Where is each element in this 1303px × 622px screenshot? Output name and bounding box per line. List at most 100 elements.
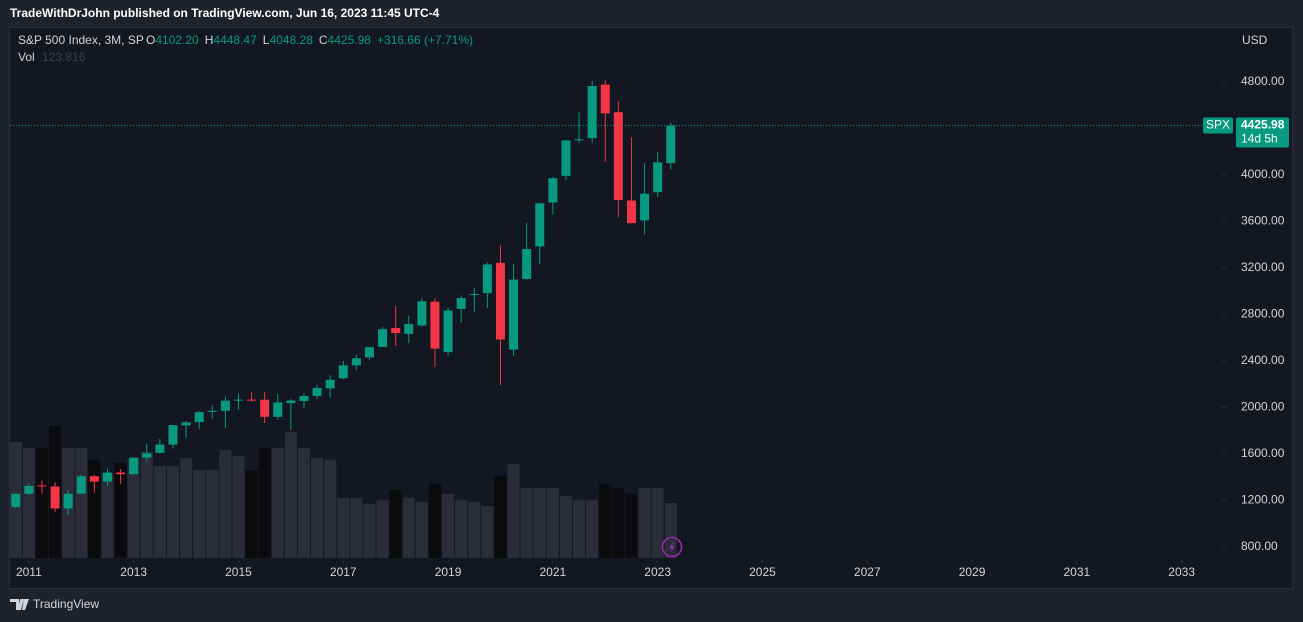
- volume-bar: [638, 487, 651, 558]
- volume-bar: [455, 499, 468, 558]
- volume-bar: [22, 447, 35, 558]
- candle-body: [548, 178, 558, 203]
- y-tick-label: 4800.00: [1241, 74, 1285, 88]
- candle-body: [37, 485, 47, 487]
- candle-body: [626, 200, 636, 224]
- volume-bar: [206, 470, 219, 558]
- candle-body: [194, 412, 204, 423]
- candle-body: [50, 486, 60, 509]
- y-tick-label: 1600.00: [1241, 446, 1285, 460]
- candle-body: [260, 399, 270, 417]
- volume-bar: [494, 475, 507, 558]
- candle-body: [89, 476, 99, 482]
- candle-body: [613, 112, 623, 200]
- x-tick-label: 2021: [540, 565, 567, 579]
- candle-body: [443, 310, 453, 353]
- volume-bar: [88, 459, 101, 558]
- volume-bar: [651, 487, 664, 558]
- candle-body: [155, 444, 165, 453]
- volume-bar: [245, 470, 258, 558]
- y-tick-label: 1200.00: [1241, 493, 1285, 507]
- y-tick-label: 2800.00: [1241, 307, 1285, 321]
- currency: USD: [1242, 33, 1268, 47]
- volume-bar: [520, 487, 533, 558]
- x-tick-label: 2031: [1064, 565, 1091, 579]
- volume-bar: [468, 502, 481, 558]
- volume-bar: [376, 499, 389, 558]
- legend-change: +316.66 (+7.71%): [377, 33, 473, 47]
- candle-body: [24, 485, 34, 494]
- volume-bar: [415, 502, 428, 558]
- candle-body: [63, 493, 73, 509]
- candle-body: [299, 396, 309, 401]
- volume-bar: [35, 447, 49, 558]
- x-tick-label: 2017: [330, 565, 357, 579]
- candle-body: [325, 379, 335, 389]
- volume-bar: [166, 466, 180, 558]
- volume-bar: [232, 455, 245, 558]
- volume-bar: [586, 499, 599, 558]
- legend-value: 4102.20: [155, 33, 199, 47]
- x-tick-label: 2013: [120, 565, 147, 579]
- candle-body: [574, 139, 584, 141]
- x-tick-label: 2027: [854, 565, 881, 579]
- plot: [9, 79, 1226, 563]
- volume-bar: [428, 483, 442, 558]
- volume-bar: [324, 459, 337, 558]
- candle-body: [116, 472, 126, 475]
- volume-bar: [114, 462, 127, 558]
- candle-body: [11, 493, 21, 508]
- x-tick-label: 2025: [749, 565, 776, 579]
- volume-value: 123.816: [42, 50, 86, 64]
- legend-key: O: [146, 33, 155, 47]
- candle-body: [207, 410, 217, 412]
- candle-body: [666, 125, 676, 164]
- candle-body: [561, 140, 571, 176]
- candle-body: [482, 264, 492, 294]
- publish-header: TradeWithDrJohn published on TradingView…: [10, 6, 440, 20]
- volume-bar: [337, 498, 350, 558]
- volume-bar: [612, 487, 625, 558]
- candle-body: [76, 476, 86, 494]
- y-tick-label: 3200.00: [1241, 260, 1285, 274]
- legend-key: C: [319, 33, 328, 47]
- x-tick-label: 2011: [16, 565, 42, 579]
- y-tick-label: 3600.00: [1241, 214, 1285, 228]
- x-tick-label: 2023: [644, 565, 671, 579]
- candle-body: [391, 328, 401, 334]
- y-tick-label: 2000.00: [1241, 400, 1285, 414]
- price-tag-box: [1236, 117, 1289, 148]
- volume-bar: [664, 502, 677, 558]
- event-icon[interactable]: [661, 536, 683, 558]
- volume-name: Vol: [18, 50, 35, 64]
- volume-bar: [284, 431, 297, 558]
- candle-body: [273, 402, 283, 417]
- ohlc-legend: O 4102.20 H 4448.47 L 4048.28 C 4425.98 +316.66 …: [146, 33, 473, 47]
- volume-bar: [219, 450, 232, 558]
- legend-value: 4425.98: [328, 33, 372, 47]
- candle-body: [181, 422, 191, 426]
- volume-bar: [193, 470, 206, 558]
- volume-bar: [258, 447, 271, 558]
- volume-bar: [350, 498, 363, 558]
- candle-body: [378, 329, 388, 347]
- candle-body: [417, 301, 427, 326]
- candle-body: [102, 472, 112, 482]
- legend-value: 4448.47: [213, 33, 257, 47]
- price-tag-countdown: 14d 5h: [1241, 132, 1278, 146]
- candle-body: [456, 298, 466, 309]
- candle-body: [286, 400, 296, 404]
- x-tick-label: 2033: [1168, 565, 1195, 579]
- candle-body: [338, 365, 348, 379]
- candle-body: [233, 399, 243, 401]
- candle-body: [142, 453, 152, 458]
- volume-bar: [140, 451, 153, 558]
- volume-bar: [311, 458, 324, 558]
- candle-body: [640, 193, 650, 221]
- volume-bar: [127, 458, 140, 558]
- volume-bar: [573, 499, 586, 558]
- volume-bar: [402, 498, 415, 558]
- candle-body: [469, 293, 479, 295]
- volume-bar: [559, 495, 573, 558]
- logo-mark: [10, 599, 29, 610]
